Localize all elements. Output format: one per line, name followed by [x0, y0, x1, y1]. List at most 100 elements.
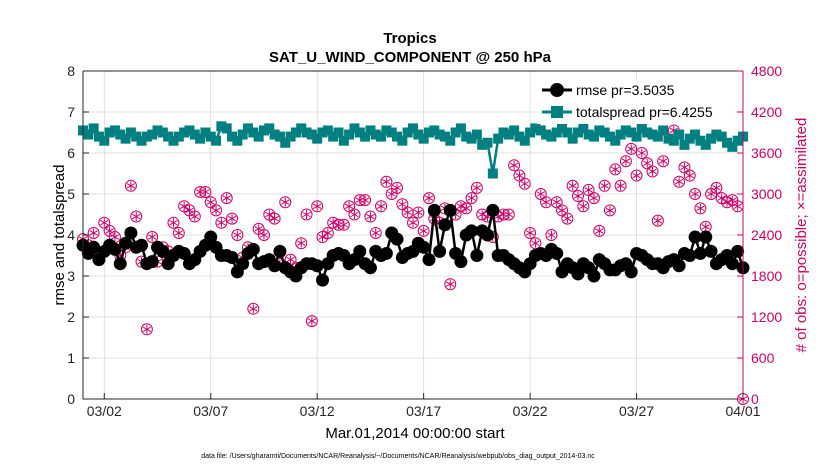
- totalspread-point: [99, 135, 110, 146]
- possible-obs-point: [257, 229, 270, 241]
- totalspread-point: [376, 131, 387, 142]
- assimilated-obs-point: [531, 238, 540, 248]
- assimilated-obs-point: [270, 214, 279, 224]
- assimilated-obs-point: [142, 324, 152, 334]
- asterisk-stroke: [589, 195, 599, 201]
- assimilated-obs-point: [685, 171, 694, 181]
- totalspread-point: [392, 131, 403, 142]
- assimilated-obs-point: [589, 193, 599, 203]
- rmse-point: [268, 259, 282, 273]
- totalspread-point: [381, 125, 392, 136]
- assimilated-obs-point: [403, 207, 412, 217]
- possible-obs-point: [646, 165, 659, 178]
- asterisk-stroke: [531, 240, 540, 246]
- assimilated-obs-point: [286, 255, 295, 265]
- totalspread-point: [200, 127, 211, 138]
- asterisk-stroke: [265, 211, 274, 218]
- totalspread-point: [551, 127, 562, 138]
- rmse-point: [672, 259, 686, 273]
- rmse-point: [465, 224, 479, 238]
- totalspread-point: [482, 137, 493, 148]
- asterisk-stroke: [728, 197, 737, 203]
- totalspread-point: [312, 133, 323, 144]
- totalspread-point: [109, 125, 120, 136]
- assimilated-obs-point: [249, 304, 258, 314]
- asterisk-stroke: [611, 166, 620, 173]
- totalspread-point: [429, 125, 440, 136]
- possible-obs-point: [651, 214, 664, 227]
- totalspread-point: [243, 123, 253, 134]
- totalspread-point: [338, 135, 349, 146]
- asterisk-stroke: [227, 215, 237, 222]
- totalspread-point: [125, 127, 136, 138]
- assimilated-obs-point: [632, 171, 641, 181]
- totalspread-point: [684, 133, 695, 144]
- totalspread-point: [567, 133, 578, 144]
- assimilated-obs-point: [201, 187, 210, 197]
- assimilated-obs-point: [605, 205, 615, 215]
- assimilated-obs-point: [371, 228, 380, 238]
- assimilated-obs-point: [174, 228, 183, 238]
- asterisk-stroke: [414, 209, 423, 216]
- totalspread-point: [301, 127, 312, 138]
- possible-obs-point: [412, 206, 425, 219]
- assimilated-obs-point: [313, 201, 322, 211]
- totalspread-point: [519, 135, 530, 146]
- totalspread-point: [722, 137, 733, 148]
- possible-obs-point: [577, 200, 590, 213]
- asterisk-stroke: [174, 230, 183, 236]
- totalspread-point: [541, 129, 552, 140]
- totalspread-point: [306, 129, 317, 140]
- asterisk-stroke: [584, 187, 593, 193]
- possible-obs-point: [380, 175, 393, 188]
- totalspread-point: [626, 127, 637, 138]
- asterisk-stroke: [643, 160, 652, 166]
- totalspread-point: [333, 127, 344, 138]
- possible-obs-point: [572, 190, 584, 203]
- x-tick-label: 03/12: [300, 403, 335, 419]
- possible-obs-point: [561, 212, 574, 225]
- asterisk-stroke: [249, 306, 258, 312]
- totalspread-point: [514, 131, 525, 142]
- rmse-point: [486, 203, 500, 217]
- asterisk-stroke: [653, 217, 662, 224]
- rmse-point: [310, 259, 324, 273]
- asterisk-stroke: [573, 193, 583, 199]
- asterisk-stroke: [690, 191, 700, 197]
- totalspread-point: [599, 127, 610, 138]
- rmse-point: [417, 240, 431, 254]
- asterisk-stroke: [360, 197, 370, 203]
- data-file-footnote: data file: /Users/gharamti/Documents/NCA…: [201, 453, 595, 460]
- y-left-tick-label: 3: [67, 268, 75, 284]
- possible-obs-point: [364, 210, 377, 223]
- x-tick-labels: 03/02 03/07 03/12 03/17 03/22 03/27 04/01: [87, 403, 761, 419]
- rmse-point: [704, 244, 718, 258]
- totalspread-point: [274, 131, 285, 142]
- asterisk-stroke: [717, 195, 726, 201]
- rmse-point: [438, 218, 452, 232]
- possible-obs-point: [524, 226, 537, 239]
- totalspread-point: [525, 127, 536, 138]
- rmse-point: [571, 267, 585, 281]
- rmse-point: [481, 228, 495, 242]
- asterisk-stroke: [701, 224, 710, 230]
- assimilated-obs-point: [648, 166, 657, 176]
- assimilated-obs-point: [573, 191, 583, 201]
- assimilated-obs-point: [344, 201, 354, 211]
- totalspread-point: [658, 125, 669, 136]
- possible-obs-point: [146, 231, 159, 244]
- totalspread-point: [535, 125, 546, 136]
- rmse-point: [688, 230, 702, 244]
- rmse-point: [156, 244, 170, 258]
- possible-obs-point: [407, 216, 419, 229]
- y-axis-left-label: rmse and totalspread: [51, 165, 68, 306]
- rmse-point: [87, 240, 101, 254]
- rmse-point: [731, 244, 745, 258]
- asterisk-stroke: [621, 158, 631, 164]
- plot-area: [76, 110, 750, 405]
- assimilated-obs-point: [568, 181, 577, 191]
- assimilated-obs-point: [217, 218, 226, 228]
- possible-obs-point: [609, 163, 622, 176]
- assimilated-obs-point: [227, 214, 237, 224]
- possible-obs-point: [625, 142, 638, 155]
